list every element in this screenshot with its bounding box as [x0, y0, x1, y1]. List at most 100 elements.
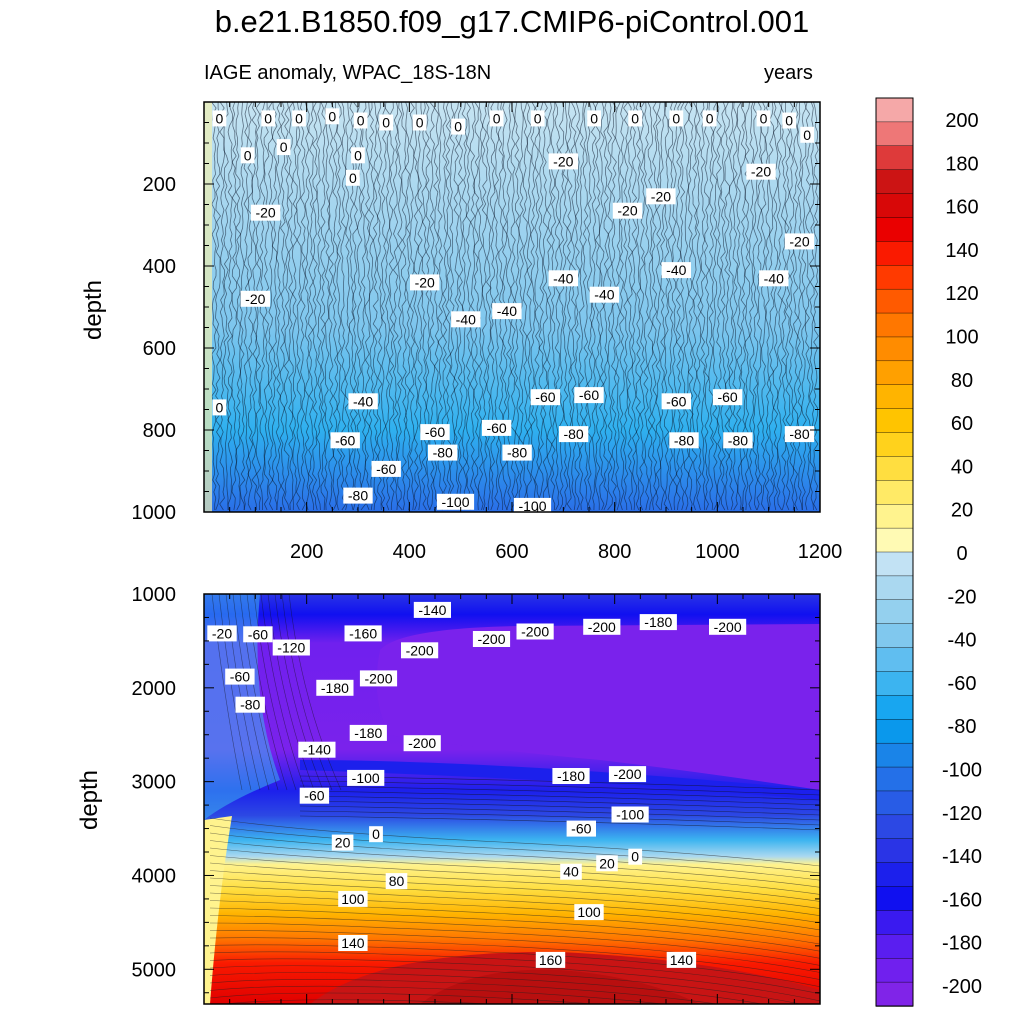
contour-line: [485, 102, 492, 511]
subtitle-variable: IAGE anomaly, WPAC_18S-18N: [204, 62, 492, 84]
contour-line: [813, 102, 819, 511]
contour-line: [400, 102, 407, 511]
contour-label-box: [410, 274, 440, 291]
contour-label: 0: [785, 113, 793, 129]
contour-line: [776, 102, 783, 511]
contour-line: [611, 102, 617, 511]
contour-label-box: [344, 625, 382, 642]
colorbar-swatch: [875, 742, 914, 768]
colorbar-swatch: [875, 958, 914, 983]
contour-label-box: [574, 904, 604, 921]
contour-label-box: [412, 114, 427, 131]
colorbar-swatch: [875, 360, 914, 386]
contour-line: [590, 102, 597, 511]
contour-label-box: [723, 432, 753, 449]
contour-label: -80: [563, 426, 583, 442]
colorbar-swatch: [875, 336, 914, 362]
contour-label: -180: [321, 680, 349, 696]
contour-label-box: [492, 303, 522, 320]
contour-label-box: [481, 419, 512, 436]
contour-label-box: [379, 114, 394, 131]
contour-line: [299, 805, 820, 821]
y-tick-label: 1000: [132, 584, 177, 606]
contour-label: -80: [240, 697, 260, 713]
contour-label-box: [596, 855, 618, 872]
upper-axes: 200 400 600 800 1000 1200 200 400 600 800 1000: [132, 101, 842, 563]
lower-contour-labels: -20 -60 -120 -60 -80 -140 -160 -200 -200 -200 -200…: [207, 601, 747, 968]
contour-label: -160: [349, 625, 377, 641]
contour-label-box: [369, 826, 383, 843]
x-tick-label: 1000: [695, 541, 740, 563]
contour-label-box: [272, 639, 310, 656]
contour-label: -200: [613, 766, 641, 782]
contour-line: [239, 594, 279, 791]
contour-label-box: [331, 834, 354, 851]
contour-line: [619, 102, 625, 511]
contour-label-box: [558, 426, 589, 443]
contour-label-box: [212, 110, 227, 127]
colorbar-swatch: [875, 862, 914, 888]
colorbar-label: -180: [942, 933, 982, 955]
contour-line: [299, 800, 820, 816]
contour-line: [461, 102, 468, 511]
contour-label: -20: [789, 233, 809, 249]
contour-label: -20: [245, 291, 265, 307]
contour-line: [404, 102, 411, 511]
contour-line: [209, 915, 820, 959]
contour-line: [209, 922, 820, 966]
contour-line: [209, 985, 666, 1004]
contour-label: -20: [415, 274, 435, 290]
contour-label: 0: [454, 119, 462, 135]
contour-line: [283, 102, 290, 511]
colorbar-swatch: [875, 838, 914, 864]
contour-line: [299, 815, 820, 831]
contour-line: [530, 102, 537, 511]
colorbar-swatch: [875, 480, 914, 505]
contour-label-box: [552, 768, 590, 784]
y-tick-label: 3000: [132, 772, 177, 794]
colorbar-swatch: [875, 504, 914, 529]
contour-label-box: [235, 696, 265, 713]
contour-label: -40: [764, 270, 784, 286]
contour-label: -60: [579, 387, 599, 403]
contour-label-box: [338, 935, 368, 951]
contour-label: -100: [441, 494, 469, 510]
contour-label: -200: [406, 642, 434, 658]
contour-label: -40: [353, 393, 373, 409]
contour-label: 0: [357, 113, 365, 129]
contour-line: [594, 102, 601, 511]
colorbar-swatch: [875, 288, 914, 314]
colorbar-swatch: [875, 790, 914, 816]
colorbar-label: 80: [951, 370, 973, 392]
contour-line: [437, 102, 444, 511]
contour-line: [209, 825, 820, 874]
contour-label-box: [298, 741, 336, 758]
contour-label-box: [759, 270, 789, 287]
contour-label-box: [530, 389, 561, 406]
contour-label-box: [348, 393, 378, 410]
contour-line: [445, 102, 452, 511]
contour-line: [615, 102, 621, 511]
contour-label-box: [385, 873, 408, 890]
contour-label: -40: [553, 270, 573, 286]
subtitle-units: years: [764, 62, 813, 84]
contour-line: [209, 972, 764, 1004]
contour-line: [647, 102, 654, 511]
contour-label: -20: [255, 205, 275, 221]
contour-line: [538, 102, 544, 511]
contour-line: [635, 102, 642, 511]
contour-label: -80: [348, 488, 368, 504]
contour-line: [526, 102, 533, 511]
contour-label-box: [292, 110, 306, 127]
contour-label-box: [349, 724, 387, 741]
contour-label: -180: [354, 725, 382, 741]
colorbar-swatch: [875, 934, 914, 959]
y-tick-label: 800: [143, 420, 176, 442]
contour-line: [425, 102, 431, 511]
contour-line: [209, 840, 820, 888]
contour-label-box: [346, 169, 360, 186]
contour-line: [388, 102, 395, 511]
contour-label-box: [451, 118, 465, 135]
colorbar-label: -80: [948, 716, 977, 738]
